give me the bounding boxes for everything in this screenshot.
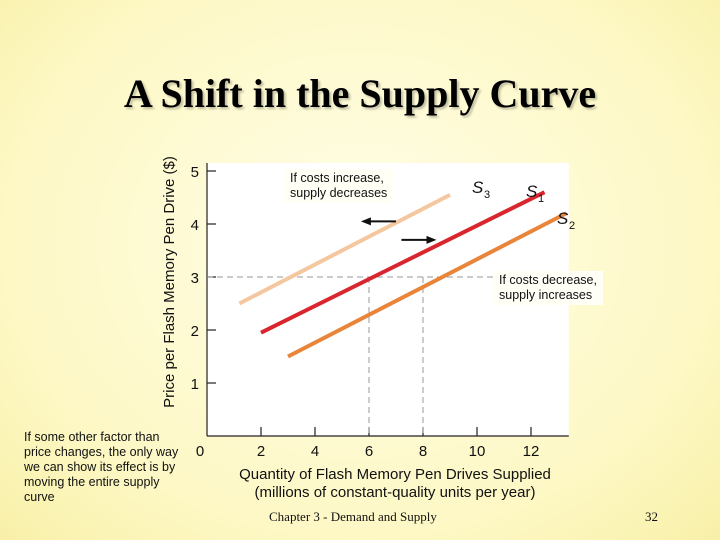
origin-label: 0 — [196, 443, 204, 460]
curve-label-s1: S — [526, 182, 538, 201]
curve-s3 — [238, 193, 451, 306]
x-axis-title-line2: (millions of constant-quality units per … — [255, 484, 536, 501]
y-tick-label: 5 — [191, 164, 199, 181]
x-tick-label: 2 — [257, 443, 265, 460]
curve-s2 — [287, 211, 568, 359]
x-axis-title-line1: Quantity of Flash Memory Pen Drives Supp… — [239, 466, 551, 483]
y-tick-label: 3 — [191, 270, 199, 287]
curve-s1 — [260, 190, 546, 335]
x-tick-label: 4 — [311, 443, 319, 460]
shift-arrowhead-left — [360, 217, 371, 226]
slide-title: A Shift in the Supply Curve — [123, 71, 597, 116]
y-tick-label: 1 — [191, 376, 199, 393]
curve-label-s2: S — [557, 209, 569, 228]
y-tick-label: 4 — [191, 217, 199, 234]
footer-chapter: Chapter 3 - Demand and Supply — [269, 509, 437, 524]
annotation-supply-decrease: If costs increase, supply decreases — [284, 169, 394, 203]
x-tick-label: 10 — [469, 443, 486, 460]
curve-label-s3: S — [472, 178, 484, 197]
y-tick-label: 2 — [191, 323, 199, 340]
x-tick-label: 6 — [365, 443, 373, 460]
curve-label-sub-s1: 1 — [538, 193, 544, 205]
x-tick-label: 8 — [419, 443, 427, 460]
page-number: 32 — [645, 509, 658, 524]
annotation-supply-increase: If costs decrease, supply increases — [493, 271, 603, 305]
x-tick-label: 12 — [523, 443, 540, 460]
left-explanation-note: If some other factor than price changes,… — [24, 430, 179, 504]
curve-label-sub-s3: 3 — [484, 189, 490, 201]
shift-arrowhead-right — [426, 235, 437, 244]
curve-label-sub-s2: 2 — [569, 220, 575, 232]
y-axis-title: Price per Flash Memory Pen Drive ($) — [161, 156, 178, 408]
